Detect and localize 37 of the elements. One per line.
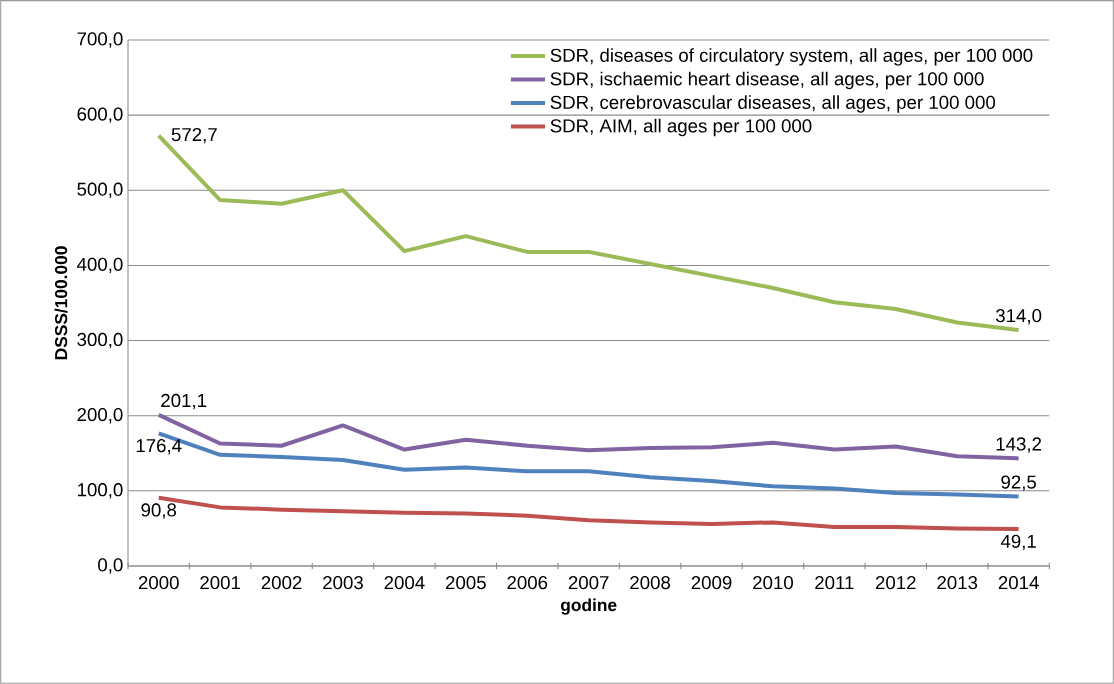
x-tick-label: 2011 — [815, 576, 854, 590]
data-label: 314,0 — [995, 309, 1042, 325]
x-tick-label: 2007 — [568, 576, 609, 590]
x-tick-label: 2000 — [138, 576, 179, 590]
x-tick-label: 2001 — [200, 576, 240, 590]
y-tick-label: 100,0 — [78, 483, 123, 499]
data-label: 90,8 — [141, 503, 177, 519]
x-tick-label: 2005 — [446, 576, 486, 590]
y-tick-label: 700,0 — [77, 32, 123, 48]
y-tick-label: 600,0 — [77, 107, 123, 123]
x-tick-label: 2010 — [753, 576, 793, 590]
x-tick-label: 2008 — [630, 576, 671, 590]
x-tick-label: 2009 — [691, 576, 732, 590]
data-label: 143,2 — [996, 437, 1042, 453]
x-tick-label: 2012 — [875, 576, 916, 590]
y-tick-label: 300,0 — [77, 332, 123, 349]
data-label: 201,1 — [161, 393, 207, 410]
y-tick-label: 0,0 — [98, 558, 123, 574]
x-tick-label: 2014 — [998, 576, 1039, 590]
legend-label: SDR, ischaemic heart disease, all ages, per 100 000 — [550, 71, 984, 90]
legend-label: SDR, diseases of circulatory system, all ages, per 100 000 — [550, 48, 1033, 66]
data-label: 572,7 — [171, 127, 217, 144]
x-tick-label: 2004 — [384, 576, 425, 590]
y-axis-title: DSSS/100.000 — [54, 246, 68, 360]
y-tick-label: 500,0 — [77, 182, 123, 198]
data-label: 92,5 — [1001, 475, 1036, 491]
legend-label: SDR, AIM, all ages per 100 000 — [550, 118, 812, 137]
data-label: 49,1 — [1000, 534, 1036, 551]
data-label: 176,4 — [136, 439, 182, 455]
x-tick-label: 2003 — [323, 576, 363, 590]
y-tick-label: 400,0 — [77, 257, 123, 274]
x-tick-label: 2006 — [507, 576, 548, 590]
x-tick-label: 2013 — [937, 576, 978, 590]
x-tick-label: 2002 — [261, 576, 302, 590]
legend-label: SDR, cerebrovascular diseases, all ages, per 100 000 — [550, 95, 996, 113]
y-tick-label: 200,0 — [77, 407, 123, 424]
x-axis-title: godine — [560, 598, 617, 615]
